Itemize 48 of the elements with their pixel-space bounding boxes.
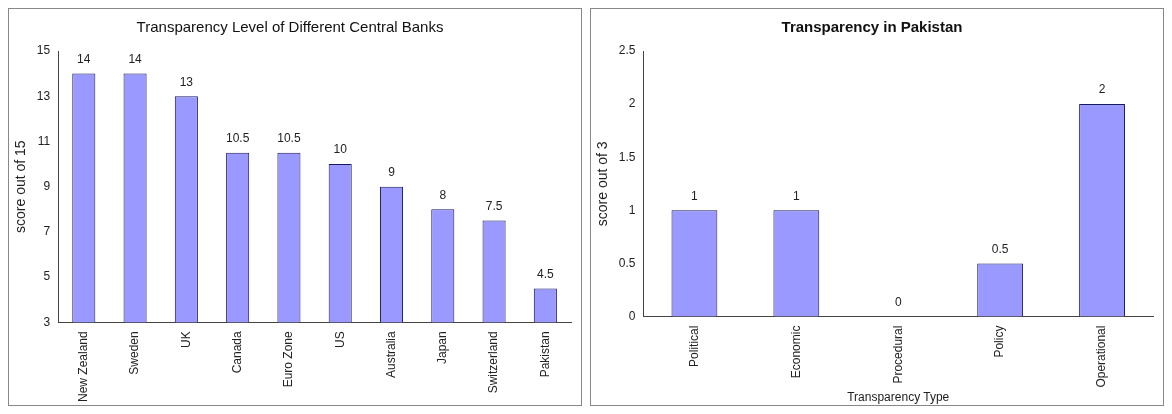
x-tick-label: Sweden — [127, 331, 142, 375]
x-tick-label: Canada — [229, 330, 244, 374]
chart-title: Transparency Level of Different Central Banks — [136, 18, 444, 36]
x-tick-label: Procedural — [890, 325, 905, 384]
y-tick-label: 3 — [43, 314, 51, 329]
y-tick-label: 9 — [43, 178, 51, 193]
data-label: 0 — [894, 294, 902, 309]
x-tick-label: Economic — [788, 325, 803, 379]
data-label: 10.5 — [277, 131, 301, 146]
chart-title: Transparency in Pakistan — [781, 18, 963, 36]
x-tick-label: UK — [178, 331, 193, 348]
x-tick-label: Policy — [992, 325, 1007, 358]
y-tick-label: 2 — [628, 96, 636, 111]
y-tick-label: 2.5 — [618, 43, 636, 58]
data-label: 7.5 — [485, 198, 503, 213]
y-tick-label: 13 — [36, 88, 51, 103]
y-axis-title: score out of 3 — [594, 141, 611, 227]
x-tick-label: Euro Zone — [281, 330, 296, 388]
x-tick-label: Political — [686, 325, 701, 367]
data-label: 10 — [333, 142, 348, 157]
data-label: 9 — [388, 164, 396, 179]
y-tick-label: 11 — [37, 133, 51, 148]
y-tick-label: 7 — [43, 224, 51, 239]
x-tick-label: Pakistan — [537, 331, 552, 378]
data-label: 14 — [128, 51, 143, 66]
y-tick-label: 1 — [628, 202, 636, 217]
data-label: 4.5 — [537, 266, 555, 281]
x-tick-label: New Zealand — [76, 331, 91, 403]
data-label: 2 — [1098, 82, 1106, 97]
data-label: 13 — [179, 74, 194, 89]
y-axis-title: score out of 15 — [12, 140, 29, 233]
x-tick-label: Australia — [383, 330, 398, 378]
data-label: 14 — [77, 51, 91, 66]
data-label: 0.5 — [991, 241, 1009, 256]
y-tick-label: 0 — [628, 308, 636, 323]
y-tick-label: 0.5 — [618, 255, 636, 270]
data-label: 10.5 — [225, 131, 250, 146]
x-tick-label: US — [332, 331, 347, 348]
y-tick-label: 15 — [36, 43, 51, 58]
x-tick-label: Japan — [435, 331, 450, 364]
x-axis-title: Transparency Type — [847, 390, 950, 405]
data-label: 1 — [792, 188, 800, 203]
x-tick-label: Operational — [1094, 325, 1109, 388]
x-tick-label: Switzerland — [486, 331, 501, 394]
data-label: 8 — [439, 187, 447, 202]
data-label: 1 — [691, 188, 699, 203]
y-tick-label: 1.5 — [618, 149, 636, 164]
y-tick-label: 5 — [43, 269, 51, 284]
